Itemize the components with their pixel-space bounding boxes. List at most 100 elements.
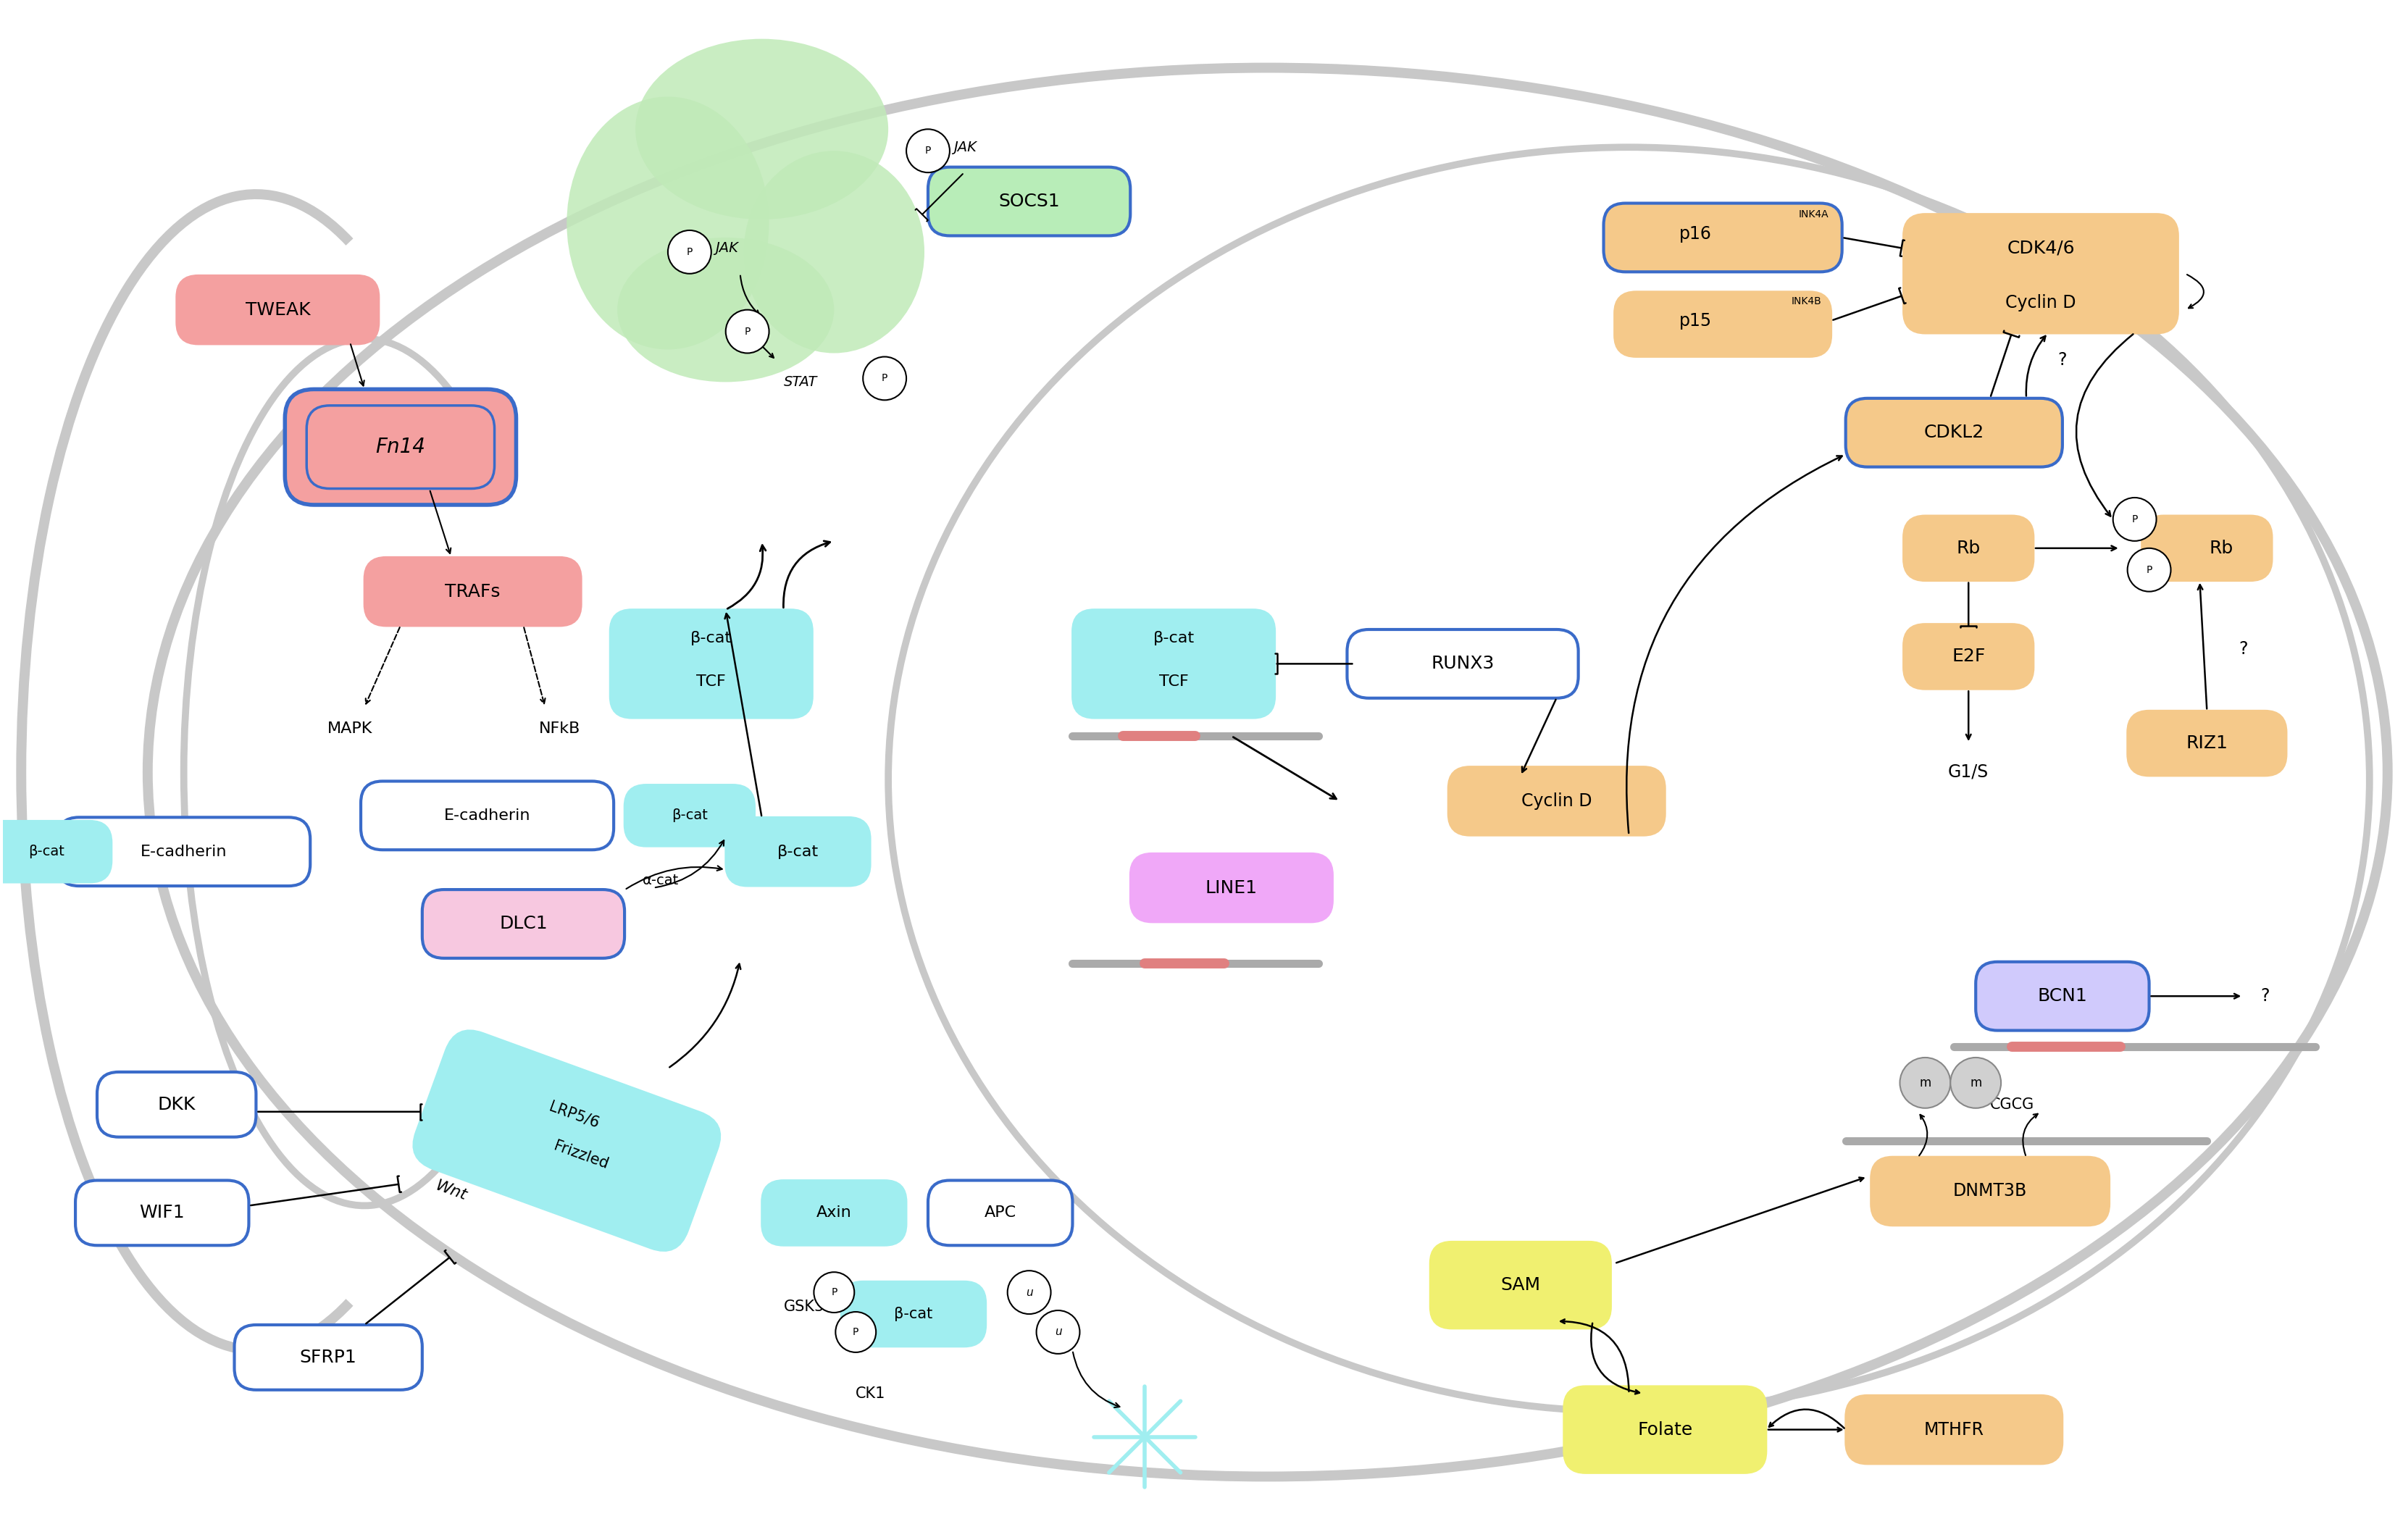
Text: RIZ1: RIZ1 — [2187, 735, 2228, 752]
Text: β-cat: β-cat — [29, 845, 65, 858]
FancyBboxPatch shape — [2127, 711, 2285, 776]
FancyBboxPatch shape — [1975, 962, 2148, 1030]
FancyBboxPatch shape — [928, 168, 1129, 236]
Text: DKK: DKK — [159, 1096, 195, 1113]
Text: Axin: Axin — [817, 1206, 851, 1220]
Text: TCF: TCF — [697, 675, 726, 688]
FancyBboxPatch shape — [1564, 1386, 1766, 1472]
Text: CGCG: CGCG — [1990, 1098, 2033, 1112]
Text: β-cat: β-cat — [776, 844, 819, 859]
Text: P: P — [925, 146, 930, 156]
FancyBboxPatch shape — [0, 821, 111, 882]
Text: P: P — [853, 1327, 858, 1337]
Text: MAPK: MAPK — [327, 722, 372, 736]
FancyBboxPatch shape — [1846, 1395, 2062, 1465]
FancyBboxPatch shape — [726, 818, 870, 885]
Circle shape — [1901, 1058, 1951, 1109]
FancyBboxPatch shape — [2141, 516, 2271, 581]
FancyBboxPatch shape — [762, 1180, 906, 1246]
FancyBboxPatch shape — [1348, 630, 1579, 698]
Text: LINE1: LINE1 — [1206, 879, 1257, 896]
FancyBboxPatch shape — [423, 890, 625, 958]
Ellipse shape — [634, 38, 889, 220]
FancyBboxPatch shape — [1903, 214, 2177, 333]
Text: ?: ? — [2057, 351, 2067, 370]
Text: Fn14: Fn14 — [375, 437, 425, 457]
Text: INK4B: INK4B — [1793, 296, 1821, 306]
Text: CK1: CK1 — [855, 1386, 884, 1401]
Text: u: u — [1055, 1326, 1062, 1338]
Text: E-cadherin: E-cadherin — [139, 844, 226, 859]
Text: β-cat: β-cat — [670, 808, 706, 822]
Text: β-cat: β-cat — [1153, 631, 1194, 645]
Text: ?: ? — [2261, 987, 2268, 1004]
Text: LRP5/6: LRP5/6 — [548, 1100, 601, 1130]
FancyBboxPatch shape — [928, 1180, 1072, 1246]
Circle shape — [726, 310, 769, 353]
FancyBboxPatch shape — [1072, 610, 1276, 718]
FancyBboxPatch shape — [96, 1072, 257, 1137]
FancyBboxPatch shape — [625, 785, 755, 845]
Circle shape — [1007, 1270, 1050, 1314]
Ellipse shape — [745, 151, 925, 353]
Text: P: P — [831, 1287, 836, 1297]
Text: α-cat: α-cat — [642, 873, 680, 887]
Text: Folate: Folate — [1636, 1421, 1692, 1438]
Text: Wnt: Wnt — [433, 1178, 469, 1204]
FancyBboxPatch shape — [1603, 203, 1843, 273]
Text: m: m — [1970, 1076, 1982, 1089]
Text: Rb: Rb — [2208, 539, 2232, 557]
Text: GSK3: GSK3 — [783, 1300, 824, 1314]
Text: ?: ? — [2240, 641, 2247, 658]
Text: β-cat: β-cat — [894, 1307, 932, 1321]
Circle shape — [906, 129, 949, 172]
Text: SFRP1: SFRP1 — [300, 1349, 356, 1366]
FancyBboxPatch shape — [1846, 399, 2062, 467]
FancyBboxPatch shape — [1872, 1157, 2110, 1226]
Ellipse shape — [567, 97, 769, 350]
Circle shape — [668, 231, 711, 274]
FancyBboxPatch shape — [175, 276, 380, 343]
Circle shape — [863, 357, 906, 400]
Ellipse shape — [618, 237, 834, 382]
Text: CDK4/6: CDK4/6 — [2007, 240, 2074, 257]
FancyBboxPatch shape — [365, 557, 582, 625]
Circle shape — [1951, 1058, 2002, 1109]
Text: DLC1: DLC1 — [500, 915, 548, 933]
Text: P: P — [882, 373, 887, 383]
FancyBboxPatch shape — [74, 1180, 250, 1246]
Text: SAM: SAM — [1499, 1277, 1540, 1294]
Circle shape — [2112, 497, 2155, 541]
FancyBboxPatch shape — [1430, 1241, 1610, 1329]
Text: TRAFs: TRAFs — [445, 582, 500, 601]
FancyBboxPatch shape — [235, 1324, 423, 1391]
Text: JAK: JAK — [954, 140, 976, 154]
FancyBboxPatch shape — [308, 405, 495, 488]
FancyBboxPatch shape — [610, 610, 812, 718]
Text: JAK: JAK — [714, 242, 738, 256]
FancyBboxPatch shape — [286, 390, 517, 505]
Text: INK4A: INK4A — [1800, 209, 1829, 220]
Text: p16: p16 — [1680, 225, 1711, 243]
Text: u: u — [1026, 1287, 1033, 1298]
Text: Cyclin D: Cyclin D — [2007, 294, 2076, 311]
Text: P: P — [745, 326, 750, 337]
Text: p15: p15 — [1680, 313, 1713, 330]
FancyBboxPatch shape — [1129, 853, 1334, 922]
Text: TWEAK: TWEAK — [245, 302, 310, 319]
Text: β-cat: β-cat — [690, 631, 733, 645]
Circle shape — [815, 1272, 855, 1312]
Text: TCF: TCF — [1158, 675, 1189, 688]
FancyBboxPatch shape — [360, 781, 613, 850]
Text: P: P — [2146, 565, 2153, 574]
Text: STAT: STAT — [783, 376, 817, 390]
FancyBboxPatch shape — [1615, 291, 1831, 357]
Text: P: P — [687, 246, 692, 257]
Circle shape — [836, 1312, 877, 1352]
FancyBboxPatch shape — [413, 1030, 721, 1250]
Text: MTHFR: MTHFR — [1925, 1421, 1985, 1438]
Text: m: m — [1920, 1076, 1932, 1089]
Circle shape — [2127, 548, 2170, 591]
Text: NFkB: NFkB — [538, 722, 579, 736]
Circle shape — [1036, 1311, 1079, 1354]
